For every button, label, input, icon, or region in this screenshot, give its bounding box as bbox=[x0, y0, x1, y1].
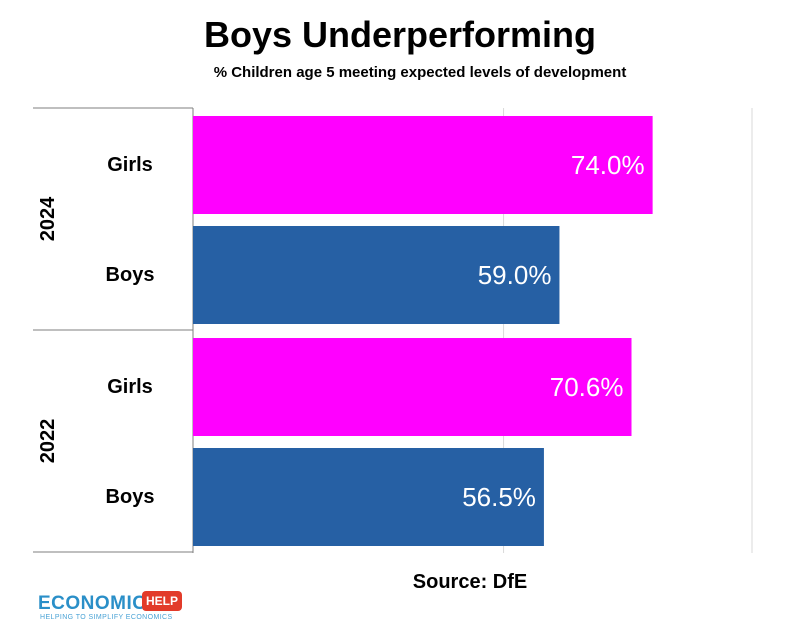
bar-2022-girls bbox=[193, 338, 632, 436]
chart-subtitle: % Children age 5 meeting expected levels… bbox=[213, 64, 627, 81]
bar-2022-boys bbox=[193, 448, 544, 546]
category-label-girls: Girls bbox=[107, 154, 153, 176]
group-label-2024: 2024 bbox=[37, 196, 59, 241]
logo-tagline: HELPING TO SIMPLIFY ECONOMICS bbox=[40, 614, 173, 621]
category-label-boys: Boys bbox=[106, 264, 155, 286]
data-label: 70.6% bbox=[550, 372, 624, 402]
category-label-girls: Girls bbox=[107, 376, 153, 398]
data-label: 59.0% bbox=[478, 260, 552, 290]
bar-2024-girls bbox=[193, 116, 653, 214]
logo-badge: HELP bbox=[142, 591, 183, 611]
bar-2024-boys bbox=[193, 226, 560, 324]
data-label: 56.5% bbox=[462, 482, 536, 512]
logo-word: ECONOMICS bbox=[38, 593, 160, 614]
group-label-2022: 2022 bbox=[37, 419, 59, 464]
category-label-boys: Boys bbox=[106, 486, 155, 508]
data-label: 74.0% bbox=[571, 150, 645, 180]
chart-title: Boys Underperforming bbox=[203, 14, 597, 55]
source-note: Source: DfE bbox=[412, 571, 528, 593]
